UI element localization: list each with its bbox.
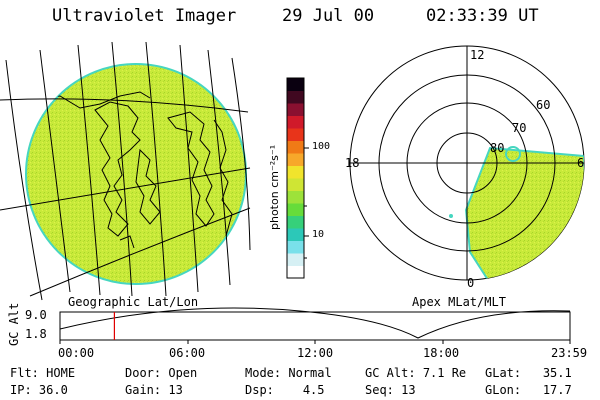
- timeline-axis-label: GC Alt: [7, 302, 21, 346]
- timeline-x-tick-3: 18:00: [423, 346, 460, 360]
- mlt-label-12: 12: [470, 48, 485, 62]
- colorbar: [286, 77, 309, 279]
- door-value: Open: [168, 366, 198, 380]
- colorbar-stop: [287, 203, 304, 216]
- aurora-region: [464, 146, 584, 280]
- colorbar-stop: [287, 265, 304, 279]
- timeline-x-tick-1: 06:00: [169, 346, 206, 360]
- polar-plot: [349, 45, 585, 281]
- timeline-x-tick-2: 12:00: [297, 346, 334, 360]
- mode-value: Normal: [288, 366, 332, 380]
- seq-value: 13: [401, 383, 416, 397]
- info-flt: Flt: HOME: [10, 366, 75, 380]
- mlt-label-0: 0: [467, 276, 475, 290]
- timeline-plot: [59, 307, 571, 344]
- glat-label: GLat:: [485, 366, 522, 380]
- info-glon: GLon: 17.7: [485, 383, 572, 397]
- colorbar-stop: [287, 178, 304, 191]
- gcalt-label: GC Alt:: [365, 366, 416, 380]
- timeline-x-tick-4: 23:59: [551, 346, 588, 360]
- timeline-y-bottom: 1.8: [25, 327, 47, 341]
- coastlines: [29, 91, 233, 249]
- colorbar-stop: [287, 240, 304, 254]
- mlt-label-6: 6: [577, 156, 585, 170]
- colorbar-stop: [287, 215, 304, 229]
- gcalt-value: 7.1 Re: [422, 366, 467, 380]
- ip-value: 36.0: [38, 383, 68, 397]
- colorbar-stop: [287, 90, 304, 104]
- colorbar-stop: [287, 115, 304, 129]
- instrument-title: Ultraviolet Imager: [52, 6, 237, 26]
- ip-label: IP:: [10, 383, 32, 397]
- glon-value: 17.7: [542, 383, 572, 397]
- colorbar-stop: [287, 140, 304, 154]
- lat-label-60: 60: [536, 98, 551, 112]
- timeline-x-tick-0: 00:00: [58, 346, 95, 360]
- info-ip: IP: 36.0: [10, 383, 68, 397]
- flt-label: Flt:: [10, 366, 39, 380]
- colorbar-stop: [287, 128, 304, 141]
- colorbar-stop: [287, 228, 304, 241]
- colorbar-stop: [287, 78, 304, 91]
- geo-grid-lines: [0, 41, 251, 301]
- colorbar-tick-10: 10: [312, 229, 325, 240]
- lat-label-80: 80: [490, 141, 505, 155]
- dsp-label: Dsp:: [245, 383, 274, 397]
- info-door: Door: Open: [125, 366, 197, 380]
- earth-disc: [25, 63, 247, 285]
- colorbar-unit-label: photon cm⁻²s⁻¹: [268, 144, 281, 230]
- colorbar-stop: [287, 253, 304, 266]
- info-seq: Seq: 13: [365, 383, 416, 397]
- seq-label: Seq:: [365, 383, 394, 397]
- colorbar-tick-100: 100: [312, 141, 331, 152]
- timeline-y-top: 9.0: [25, 308, 47, 322]
- polar-panel-label: Apex MLat/MLT: [412, 295, 506, 309]
- geo-panel-label: Geographic Lat/Lon: [68, 295, 199, 309]
- colorbar-stop: [287, 153, 304, 166]
- altitude-curve: [59, 307, 571, 339]
- colorbar-stop: [287, 103, 304, 116]
- glat-value: 35.1: [542, 366, 572, 380]
- date-label: 29 Jul 00: [282, 6, 375, 26]
- gain-label: Gain:: [125, 383, 162, 397]
- info-dsp: Dsp: 4.5: [245, 383, 325, 397]
- flt-value: HOME: [46, 366, 76, 380]
- info-gain: Gain: 13: [125, 383, 183, 397]
- mode-label: Mode:: [245, 366, 282, 380]
- door-label: Door:: [125, 366, 162, 380]
- info-glat: GLat: 35.1: [485, 366, 572, 380]
- time-label: 02:33:39 UT: [426, 6, 539, 26]
- colorbar-stop: [287, 165, 304, 179]
- glon-label: GLon:: [485, 383, 522, 397]
- info-mode: Mode: Normal: [245, 366, 332, 380]
- info-gcalt: GC Alt: 7.1 Re: [365, 366, 466, 380]
- colorbar-stop: [287, 190, 304, 204]
- gain-value: 13: [168, 383, 183, 397]
- lat-label-70: 70: [512, 121, 527, 135]
- dsp-value: 4.5: [302, 383, 325, 397]
- mlt-label-18: 18: [345, 156, 360, 170]
